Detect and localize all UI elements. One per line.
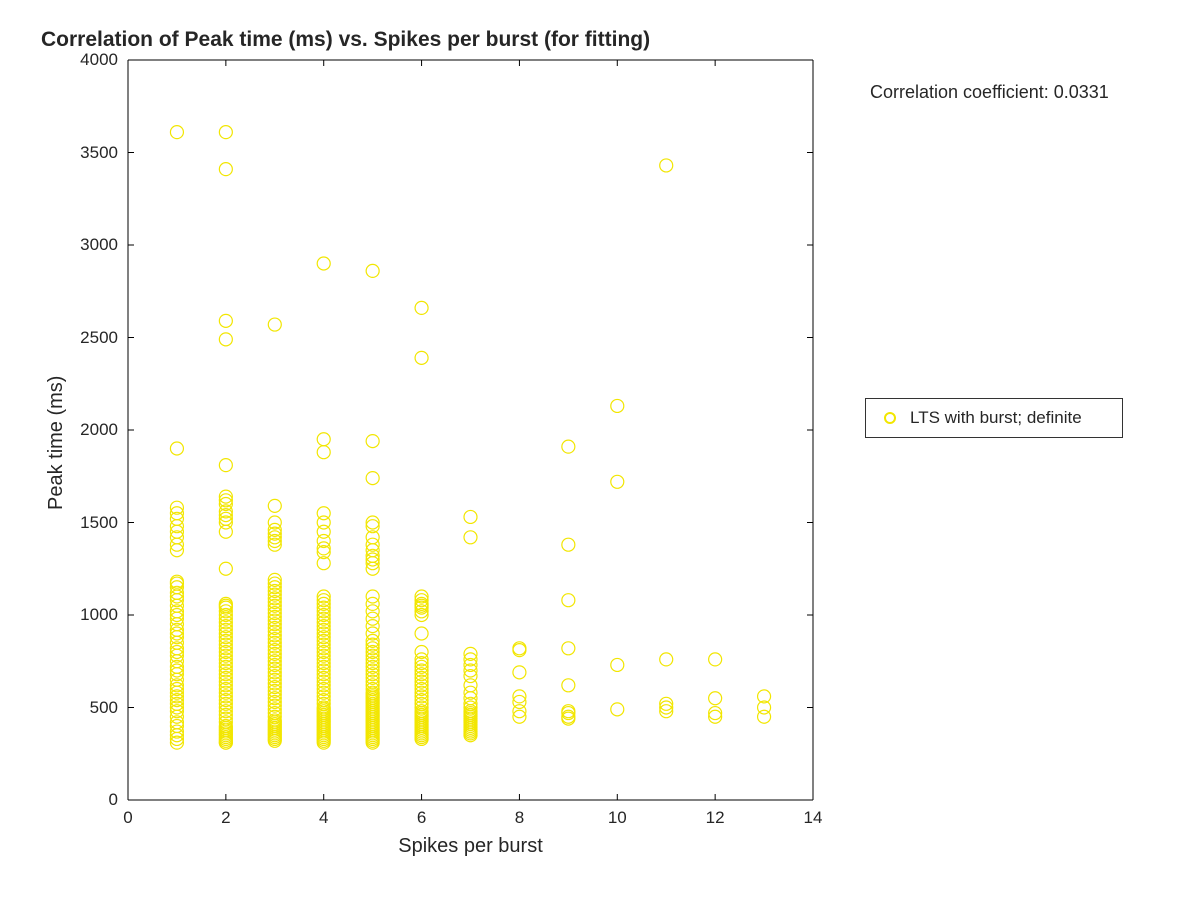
y-tick-label: 500 xyxy=(90,698,118,718)
legend: LTS with burst; definite xyxy=(865,398,1123,438)
y-axis-label: Peak time (ms) xyxy=(45,376,68,510)
y-tick-label: 3500 xyxy=(80,143,118,163)
legend-label: LTS with burst; definite xyxy=(910,408,1082,428)
y-tick-label: 2500 xyxy=(80,328,118,348)
y-tick-label: 4000 xyxy=(80,50,118,70)
x-tick-label: 14 xyxy=(793,808,833,828)
x-tick-label: 6 xyxy=(402,808,442,828)
x-tick-label: 12 xyxy=(695,808,735,828)
y-tick-label: 0 xyxy=(109,790,118,810)
y-tick-label: 2000 xyxy=(80,420,118,440)
legend-marker-icon xyxy=(884,412,896,424)
x-axis-label: Spikes per burst xyxy=(0,835,941,858)
x-tick-label: 8 xyxy=(499,808,539,828)
y-tick-label: 1500 xyxy=(80,513,118,533)
x-tick-label: 2 xyxy=(206,808,246,828)
x-tick-label: 0 xyxy=(108,808,148,828)
x-tick-label: 4 xyxy=(304,808,344,828)
scatter-plot xyxy=(128,60,813,800)
x-tick-label: 10 xyxy=(597,808,637,828)
y-tick-label: 1000 xyxy=(80,605,118,625)
y-tick-label: 3000 xyxy=(80,235,118,255)
